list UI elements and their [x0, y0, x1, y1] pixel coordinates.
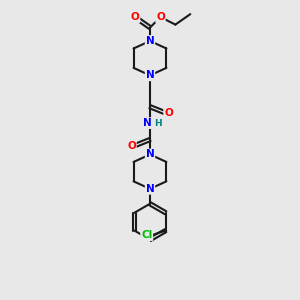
Text: N: N	[146, 36, 154, 46]
Text: O: O	[156, 12, 165, 22]
Text: N: N	[146, 184, 154, 194]
Text: Cl: Cl	[141, 230, 152, 240]
Text: O: O	[164, 108, 173, 118]
Text: O: O	[131, 12, 140, 22]
Text: N: N	[146, 70, 154, 80]
Text: N: N	[146, 149, 154, 160]
Text: N: N	[142, 118, 152, 128]
Text: O: O	[127, 140, 136, 151]
Text: H: H	[154, 118, 162, 127]
